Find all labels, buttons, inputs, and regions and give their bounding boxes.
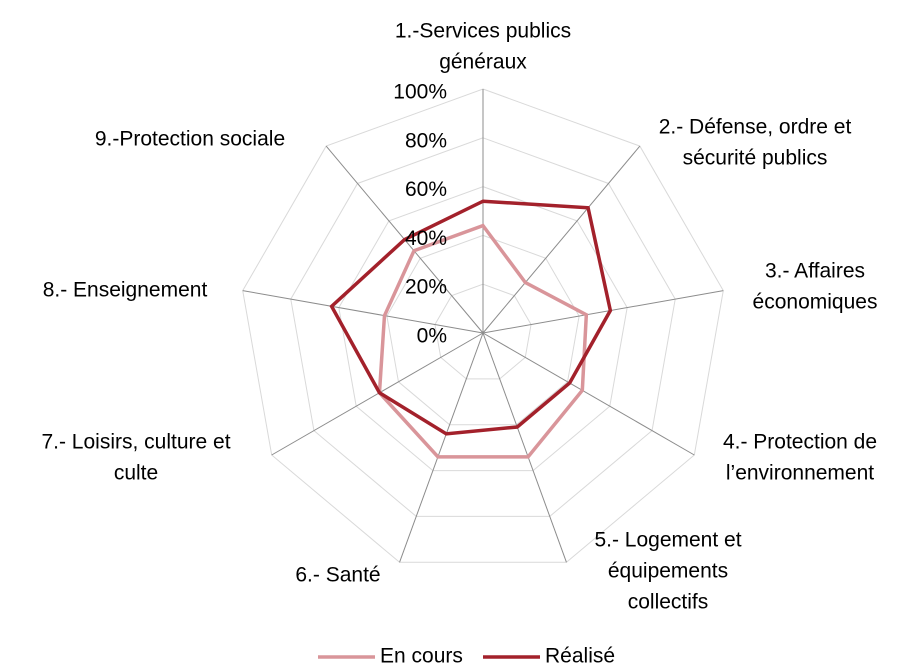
legend-label: En cours <box>380 645 463 668</box>
category-label: 4.- Protection de <box>723 431 877 454</box>
tick-label: 20% <box>405 276 447 299</box>
category-label: 9.-Protection sociale <box>95 128 285 151</box>
grid-line <box>338 186 628 472</box>
category-label: 8.- Enseignement <box>43 279 208 302</box>
spoke <box>482 290 724 334</box>
series-line <box>329 199 613 436</box>
grid-line <box>434 283 532 380</box>
category-label: 5.- Logement et <box>594 529 741 552</box>
category-label: économiques <box>753 291 878 314</box>
category-label: 3.- Affaires <box>765 260 865 283</box>
grid-line <box>290 137 676 517</box>
legend-label: Réalisé <box>545 645 615 668</box>
category-label: 2.- Défense, ordre et <box>659 116 852 139</box>
category-label: 1.-Services publics <box>395 20 571 43</box>
category-label: collectifs <box>628 591 709 614</box>
category-label: culte <box>114 462 158 485</box>
tick-label: 80% <box>405 129 447 152</box>
category-label: équipements <box>608 560 728 583</box>
category-label: 7.- Loisirs, culture et <box>41 431 230 454</box>
spoke <box>399 332 484 563</box>
category-label: sécurité publics <box>683 147 828 170</box>
grid-line <box>242 88 724 563</box>
spoke <box>271 332 484 456</box>
category-label: généraux <box>439 51 527 74</box>
tick-label: 40% <box>405 227 447 250</box>
spoke <box>482 332 567 563</box>
tick-label: 100% <box>393 81 447 104</box>
spoke <box>242 290 484 334</box>
series-line <box>377 223 589 459</box>
category-label: l’environnement <box>726 462 874 485</box>
spoke <box>482 332 695 456</box>
tick-label: 0% <box>417 325 447 348</box>
category-label: 6.- Santé <box>295 564 380 587</box>
tick-label: 60% <box>405 178 447 201</box>
spoke <box>482 145 641 334</box>
grid-line <box>386 234 580 426</box>
